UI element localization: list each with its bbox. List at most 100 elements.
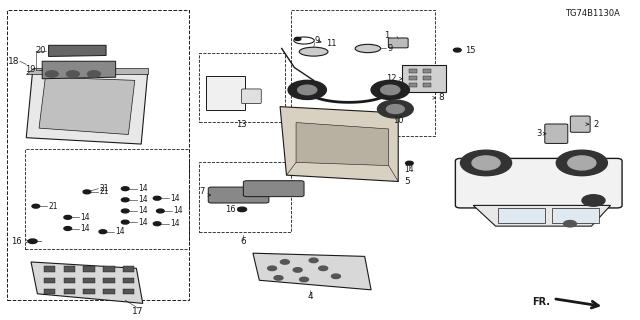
Circle shape [157, 209, 164, 213]
Text: 14: 14 [138, 218, 148, 227]
Text: 17: 17 [132, 307, 144, 316]
Circle shape [154, 196, 161, 200]
Polygon shape [473, 205, 611, 226]
Text: 9: 9 [387, 44, 392, 53]
Bar [123, 289, 134, 294]
Bar [123, 267, 134, 272]
Circle shape [568, 156, 596, 170]
Bar [63, 289, 75, 294]
Bar [410, 76, 417, 80]
Ellipse shape [300, 47, 328, 56]
FancyBboxPatch shape [497, 208, 545, 223]
Polygon shape [31, 262, 143, 303]
Text: 14: 14 [173, 206, 183, 215]
Text: 9: 9 [314, 36, 319, 45]
Bar [424, 69, 431, 73]
Bar [123, 277, 134, 283]
Circle shape [319, 266, 328, 270]
Text: 14: 14 [81, 213, 90, 222]
Circle shape [288, 80, 326, 100]
Text: 14: 14 [81, 224, 90, 233]
Text: FR.: FR. [532, 297, 550, 307]
FancyBboxPatch shape [208, 187, 269, 203]
Text: 14: 14 [116, 227, 125, 236]
Bar [83, 277, 95, 283]
Circle shape [472, 156, 500, 170]
FancyBboxPatch shape [552, 208, 599, 223]
Text: 2: 2 [593, 120, 598, 129]
Circle shape [274, 276, 283, 280]
Text: 14: 14 [404, 165, 414, 174]
Text: 14: 14 [170, 194, 180, 203]
Circle shape [371, 80, 410, 100]
Circle shape [564, 220, 577, 227]
Polygon shape [39, 77, 135, 134]
FancyBboxPatch shape [243, 181, 304, 197]
Circle shape [45, 71, 58, 77]
Polygon shape [26, 71, 148, 144]
Text: 20: 20 [35, 46, 45, 55]
Text: 6: 6 [241, 237, 246, 246]
Bar [63, 277, 75, 283]
Text: 10: 10 [394, 116, 404, 125]
Circle shape [122, 187, 129, 191]
Bar [63, 267, 75, 272]
Circle shape [88, 71, 100, 77]
Circle shape [332, 274, 340, 278]
Bar [410, 69, 417, 73]
Circle shape [122, 209, 129, 213]
Polygon shape [42, 61, 116, 79]
Circle shape [154, 222, 161, 226]
Text: 21: 21 [49, 202, 58, 211]
Text: 14: 14 [138, 195, 148, 204]
Bar [410, 83, 417, 87]
Text: 8: 8 [438, 93, 444, 102]
Polygon shape [280, 107, 398, 181]
Bar [103, 277, 115, 283]
Text: 16: 16 [11, 237, 22, 246]
Text: 5: 5 [404, 177, 410, 186]
Text: 15: 15 [465, 45, 476, 55]
Bar [103, 289, 115, 294]
Circle shape [556, 150, 607, 176]
Text: 21: 21 [100, 188, 109, 196]
Text: 12: 12 [386, 74, 397, 83]
FancyBboxPatch shape [241, 89, 261, 104]
Circle shape [237, 207, 246, 212]
Text: 7: 7 [200, 188, 205, 196]
Circle shape [64, 227, 72, 230]
Text: 1: 1 [385, 31, 390, 40]
Bar [424, 76, 431, 80]
Text: 4: 4 [308, 292, 313, 301]
Text: 14: 14 [138, 184, 148, 193]
Bar [44, 277, 55, 283]
Text: 14: 14 [138, 206, 148, 215]
Circle shape [122, 220, 129, 224]
Circle shape [294, 37, 301, 41]
Text: TG74B1130A: TG74B1130A [565, 9, 620, 18]
Text: 3: 3 [536, 129, 541, 138]
Polygon shape [253, 253, 371, 290]
Circle shape [280, 260, 289, 264]
Circle shape [378, 100, 413, 118]
Circle shape [387, 105, 404, 114]
Polygon shape [296, 123, 388, 165]
Bar [44, 267, 55, 272]
Circle shape [300, 277, 308, 282]
Text: 18: 18 [8, 57, 20, 66]
Text: 19: 19 [26, 66, 36, 75]
Text: 21: 21 [100, 184, 109, 193]
Bar [44, 289, 55, 294]
Circle shape [454, 48, 461, 52]
Bar [424, 83, 431, 87]
FancyBboxPatch shape [206, 76, 245, 110]
Circle shape [67, 71, 79, 77]
Text: 11: 11 [326, 39, 337, 48]
Circle shape [122, 198, 129, 202]
FancyBboxPatch shape [570, 116, 590, 132]
Circle shape [582, 195, 605, 206]
Text: 13: 13 [236, 120, 247, 130]
Polygon shape [26, 68, 148, 74]
FancyBboxPatch shape [402, 65, 446, 92]
Circle shape [32, 204, 40, 208]
